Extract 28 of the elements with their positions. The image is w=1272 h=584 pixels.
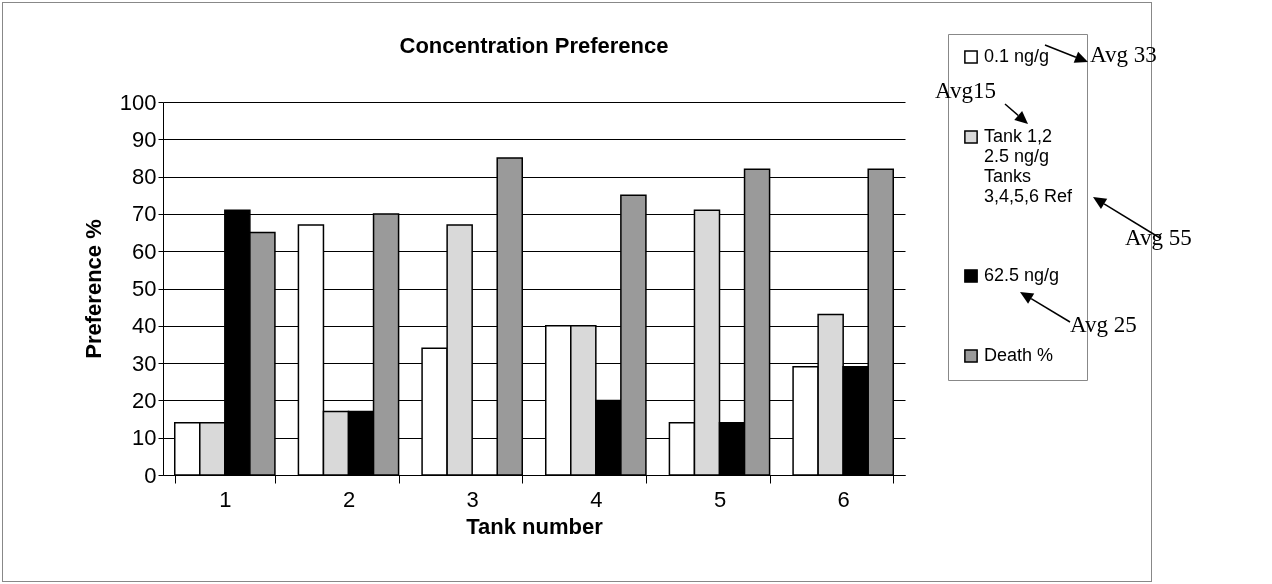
x-tick-label: 1 xyxy=(219,486,232,512)
y-tick-label: 40 xyxy=(132,313,157,339)
y-tick-label: 80 xyxy=(132,164,157,190)
y-tick-label: 20 xyxy=(132,387,157,413)
text: Avg 33 xyxy=(1090,42,1157,68)
legend-label: 62.5 ng/g xyxy=(984,265,1060,285)
y-tick-label: 30 xyxy=(132,350,157,376)
text: Avg 55 xyxy=(1125,225,1192,251)
x-tick-label: 5 xyxy=(713,486,727,512)
chart-title: Concentration Preference xyxy=(399,33,669,58)
legend-label: 0.1 ng/g xyxy=(984,46,1050,66)
text: Avg15 xyxy=(935,78,996,104)
y-tick-label: 50 xyxy=(132,276,157,301)
y-tick-label: 60 xyxy=(132,238,157,264)
x-tick-label: 2 xyxy=(342,486,356,512)
legend-label: Death % xyxy=(984,345,1054,365)
y-axis-title: Preference % xyxy=(80,219,106,359)
text: Avg 25 xyxy=(1070,312,1137,338)
y-tick-label: 10 xyxy=(132,425,157,451)
y-tick-label: 70 xyxy=(132,201,157,227)
y-tick-label: 90 xyxy=(132,126,157,152)
x-axis-title: Tank number xyxy=(466,513,604,539)
x-tick-label: 4 xyxy=(590,486,603,512)
y-tick-label: 0 xyxy=(144,462,157,488)
x-tick-label: 3 xyxy=(466,486,479,512)
y-tick-label: 100 xyxy=(119,89,157,115)
x-tick-label: 6 xyxy=(837,486,850,512)
legend-label: Tank 1,2 2.5 ng/g Tanks 3,4,5,6 Ref xyxy=(984,126,1074,206)
